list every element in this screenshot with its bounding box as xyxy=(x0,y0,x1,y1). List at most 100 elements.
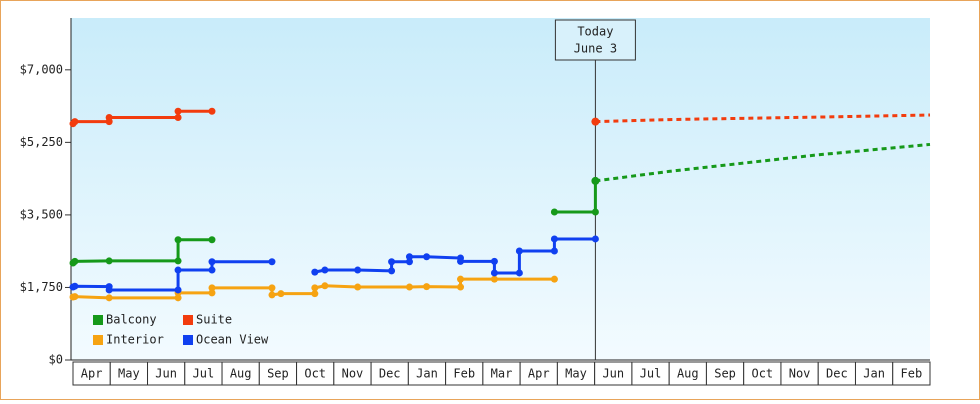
point xyxy=(311,268,319,276)
point xyxy=(71,118,79,126)
x-tick-label: May xyxy=(118,367,140,381)
x-tick-label: Aug xyxy=(677,367,699,381)
x-tick-label: Jan xyxy=(863,367,885,381)
point xyxy=(405,258,413,266)
today-label: June 3 xyxy=(574,42,617,56)
point xyxy=(550,247,558,255)
x-tick-label: Jul xyxy=(193,367,215,381)
point xyxy=(457,283,465,291)
point xyxy=(354,266,362,274)
point xyxy=(71,293,79,301)
legend-label: Interior xyxy=(106,333,164,347)
point xyxy=(405,283,413,291)
point xyxy=(208,284,216,292)
point xyxy=(550,208,558,216)
point xyxy=(457,257,465,265)
x-tick-label: Apr xyxy=(528,367,550,381)
legend-label: Suite xyxy=(196,313,232,327)
forecast-point xyxy=(591,117,600,126)
x-tick-label: Sep xyxy=(714,367,736,381)
x-tick-label: Oct xyxy=(304,367,326,381)
point xyxy=(457,275,465,283)
x-tick-label: Jun xyxy=(602,367,624,381)
point xyxy=(490,275,498,283)
point xyxy=(105,257,113,265)
x-tick-label: Feb xyxy=(901,367,923,381)
point xyxy=(268,258,276,266)
point xyxy=(174,113,182,121)
x-tick-label: Sep xyxy=(267,367,289,381)
legend-swatch xyxy=(93,315,103,325)
point xyxy=(105,113,113,121)
point xyxy=(321,266,329,274)
point xyxy=(321,282,329,290)
point xyxy=(105,286,113,294)
x-tick-label: May xyxy=(565,367,587,381)
x-tick-label: Mar xyxy=(491,367,513,381)
point xyxy=(174,257,182,265)
point xyxy=(405,253,413,261)
x-tick-label: Nov xyxy=(342,367,364,381)
point xyxy=(591,235,599,243)
point xyxy=(174,294,182,302)
y-tick-label: $3,500 xyxy=(20,207,63,221)
y-tick-label: $7,000 xyxy=(20,62,63,76)
point xyxy=(423,283,431,291)
y-tick-label: $1,750 xyxy=(20,280,63,294)
point xyxy=(277,290,285,298)
point xyxy=(490,269,498,277)
y-tick-label: $5,250 xyxy=(20,135,63,149)
x-tick-label: Jun xyxy=(155,367,177,381)
legend-label: Balcony xyxy=(106,313,157,327)
point xyxy=(208,289,216,297)
point xyxy=(354,283,362,291)
x-tick-box xyxy=(892,361,931,386)
today-label: Today xyxy=(577,25,613,39)
x-tick-label: Apr xyxy=(81,367,103,381)
point xyxy=(388,258,396,266)
point xyxy=(174,286,182,294)
point xyxy=(268,284,276,292)
x-tick-label: Aug xyxy=(230,367,252,381)
forecast-point xyxy=(591,176,600,185)
plot-area xyxy=(71,18,930,360)
x-tick-label: Oct xyxy=(751,367,773,381)
point xyxy=(208,258,216,266)
point xyxy=(174,236,182,244)
point xyxy=(71,282,79,290)
point xyxy=(591,208,599,216)
point xyxy=(515,247,523,255)
point xyxy=(311,290,319,298)
today-box xyxy=(554,19,636,61)
x-tick-label: Dec xyxy=(826,367,848,381)
point xyxy=(71,257,79,265)
point xyxy=(174,107,182,115)
point xyxy=(550,275,558,283)
point xyxy=(208,107,216,115)
y-tick-label: $0 xyxy=(49,353,63,367)
point xyxy=(311,284,319,292)
forecast-line xyxy=(595,142,931,183)
legend-swatch xyxy=(183,335,193,345)
point xyxy=(550,235,558,243)
x-tick-label: Nov xyxy=(789,367,811,381)
point xyxy=(388,267,396,275)
point xyxy=(268,291,276,299)
legend-swatch xyxy=(93,335,103,345)
point xyxy=(423,253,431,261)
x-tick-label: Feb xyxy=(453,367,475,381)
point xyxy=(174,266,182,274)
legend-label: Ocean View xyxy=(196,333,269,347)
point xyxy=(208,236,216,244)
point xyxy=(490,257,498,265)
x-tick-label: Jul xyxy=(640,367,662,381)
x-tick-label: Jan xyxy=(416,367,438,381)
legend-swatch xyxy=(183,315,193,325)
x-tick-label: Dec xyxy=(379,367,401,381)
point xyxy=(515,269,523,277)
forecast-line xyxy=(595,113,931,124)
point xyxy=(208,266,216,274)
point xyxy=(105,294,113,302)
